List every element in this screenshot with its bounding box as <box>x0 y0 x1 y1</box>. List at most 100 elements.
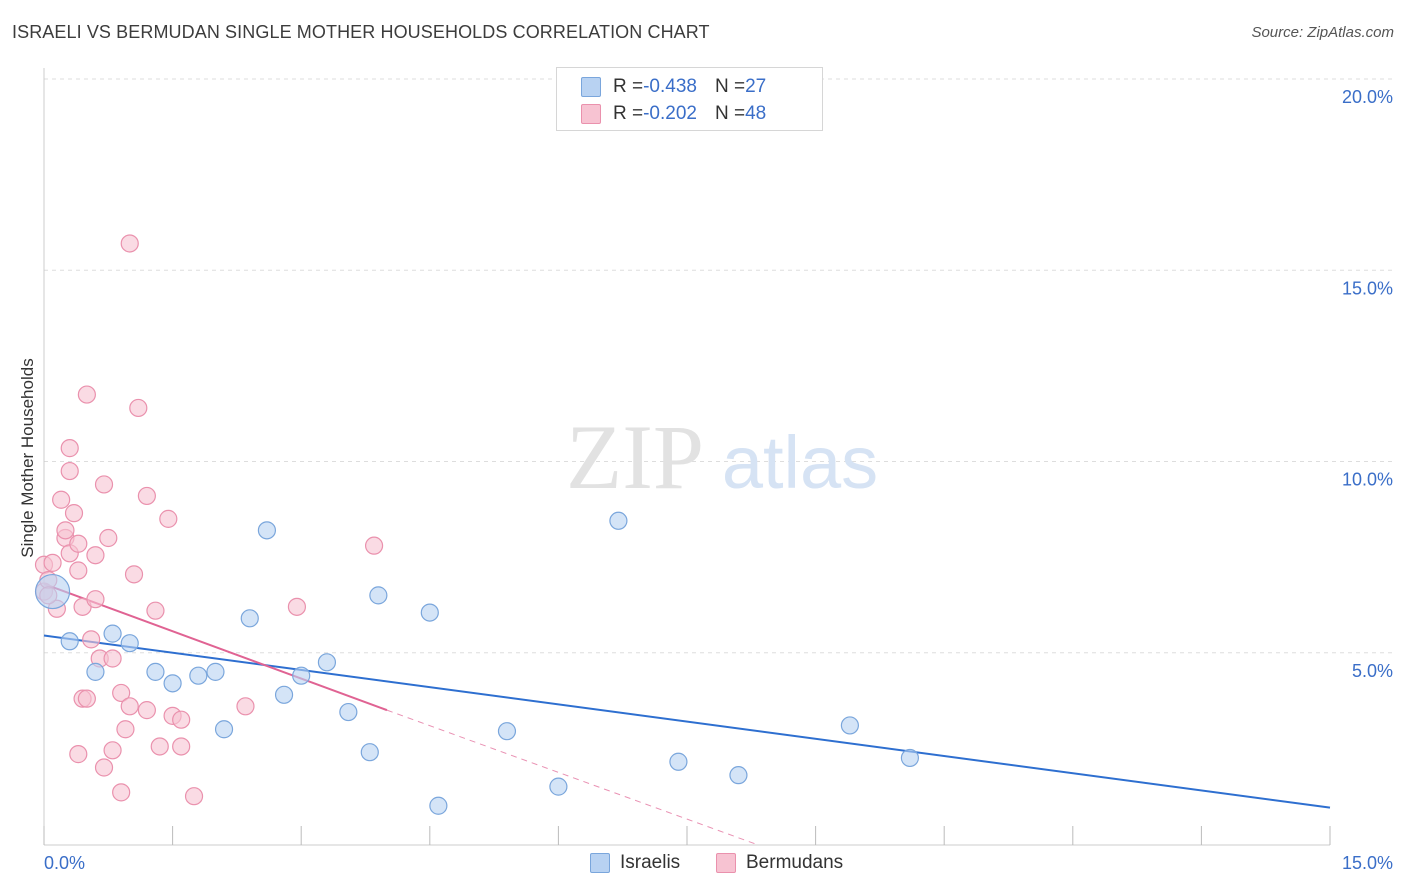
israelis-swatch <box>581 77 601 97</box>
bermudans-point <box>112 683 131 703</box>
bermudans-point <box>60 461 79 481</box>
israelis-point <box>257 521 277 540</box>
bermudans-legend-swatch <box>716 853 736 873</box>
bermudans-point <box>150 737 169 756</box>
israelis-point <box>240 609 259 628</box>
source-label: Source: ZipAtlas.com <box>1251 24 1394 41</box>
israelis-point <box>900 748 920 768</box>
axes <box>43 68 1331 846</box>
bermudans-point <box>159 509 178 528</box>
israelis-point <box>549 777 568 796</box>
bermudans-point <box>120 697 139 716</box>
bermudans-point <box>86 546 105 565</box>
n-label: N = <box>714 76 746 97</box>
tick-labels: 5.0% 10.0% 15.0% 20.0% 0.0% 15.0% <box>44 87 1393 873</box>
bermudans-point <box>112 783 131 802</box>
legend-item-bermudans: Bermudans <box>716 852 843 874</box>
stats-legend: R = -0.438 N = 27 R = -0.202 N = 48 <box>556 67 823 131</box>
bermudans-point <box>124 565 144 584</box>
legend-label: Israelis <box>620 852 681 873</box>
r-label: R = <box>613 103 644 124</box>
israelis-point <box>274 685 294 704</box>
bermudans-point <box>120 234 139 253</box>
israelis-point <box>429 796 448 815</box>
israelis-point <box>369 586 388 605</box>
israelis-point <box>360 743 379 762</box>
stats-row-bermudans: R = -0.202 N = 48 <box>581 102 766 126</box>
israelis-point <box>214 720 234 739</box>
israelis-point <box>840 716 859 735</box>
israelis-legend-swatch <box>590 853 610 873</box>
bermudans-point <box>43 553 62 572</box>
n-value: 27 <box>745 76 767 97</box>
bermudans-point <box>82 630 101 649</box>
israelis-point <box>339 702 358 722</box>
r-label: R = <box>613 76 644 97</box>
bermudans-point <box>184 787 204 806</box>
israelis-point <box>103 624 122 643</box>
y-tick-label: 15.0% <box>1342 278 1393 298</box>
israelis-point <box>60 632 79 651</box>
bermudans-point <box>77 385 96 404</box>
bermudans-point <box>287 597 307 616</box>
israelis-point <box>189 666 208 685</box>
israelis-point <box>163 674 182 693</box>
bermudans-point <box>137 486 156 506</box>
bermudans-point <box>172 710 191 729</box>
israelis-trend-line <box>43 634 1331 809</box>
x-tick-label: 15.0% <box>1342 853 1393 873</box>
bermudans-point <box>52 490 71 509</box>
bermudans-point <box>137 701 156 720</box>
bermudans-swatch <box>581 104 601 124</box>
bermudans-point <box>103 649 122 668</box>
bermudans-point <box>236 697 255 716</box>
x-tick-label: 0.0% <box>44 853 85 873</box>
n-label: N = <box>714 103 746 124</box>
bermudans-point <box>364 536 384 555</box>
y-tick-label: 10.0% <box>1342 470 1393 490</box>
bermudans-point <box>99 528 118 548</box>
israelis-point <box>420 603 439 622</box>
chart-title: ISRAELI VS BERMUDAN SINGLE MOTHER HOUSEH… <box>12 22 710 42</box>
israelis-point <box>669 752 688 771</box>
israelis-point <box>206 662 225 681</box>
bermudans-point <box>94 758 114 777</box>
bermudans-point <box>69 534 88 553</box>
grid-lines <box>44 78 1392 654</box>
israelis-point <box>146 662 165 681</box>
israelis-point <box>120 634 139 653</box>
bermudans-point <box>103 741 122 760</box>
legend-label: Bermudans <box>746 852 844 873</box>
watermark: ZIP atlas <box>566 406 878 508</box>
bermudans-point <box>69 745 88 764</box>
israelis-point <box>86 662 105 681</box>
bermudans-point <box>77 689 96 708</box>
bermudans-point <box>69 561 88 580</box>
r-value: -0.202 <box>643 103 697 124</box>
data-points <box>34 234 920 815</box>
israelis-point <box>292 666 311 685</box>
n-value: 48 <box>745 103 767 124</box>
bermudans-trend-extension <box>386 709 756 845</box>
bermudans-point <box>56 521 75 540</box>
bermudans-point <box>116 720 135 739</box>
legend-item-israelis: Israelis <box>590 852 680 874</box>
israelis-point <box>609 511 628 530</box>
y-tick-label: 20.0% <box>1342 87 1393 107</box>
watermark-atlas: atlas <box>722 421 878 504</box>
bermudans-point <box>172 737 191 756</box>
israelis-point <box>34 573 71 610</box>
y-axis-label: Single Mother Households <box>18 358 37 558</box>
bermudans-point <box>60 439 79 458</box>
bermudans-point <box>86 590 105 609</box>
israelis-point <box>729 766 748 785</box>
bermudans-point <box>94 475 114 494</box>
y-tick-label: 5.0% <box>1352 661 1393 681</box>
trend-lines <box>43 582 1331 845</box>
israelis-point <box>497 722 517 741</box>
israelis-point <box>317 653 337 672</box>
bermudans-point <box>129 398 148 418</box>
r-value: -0.438 <box>643 76 697 97</box>
bermudans-point <box>146 601 165 620</box>
